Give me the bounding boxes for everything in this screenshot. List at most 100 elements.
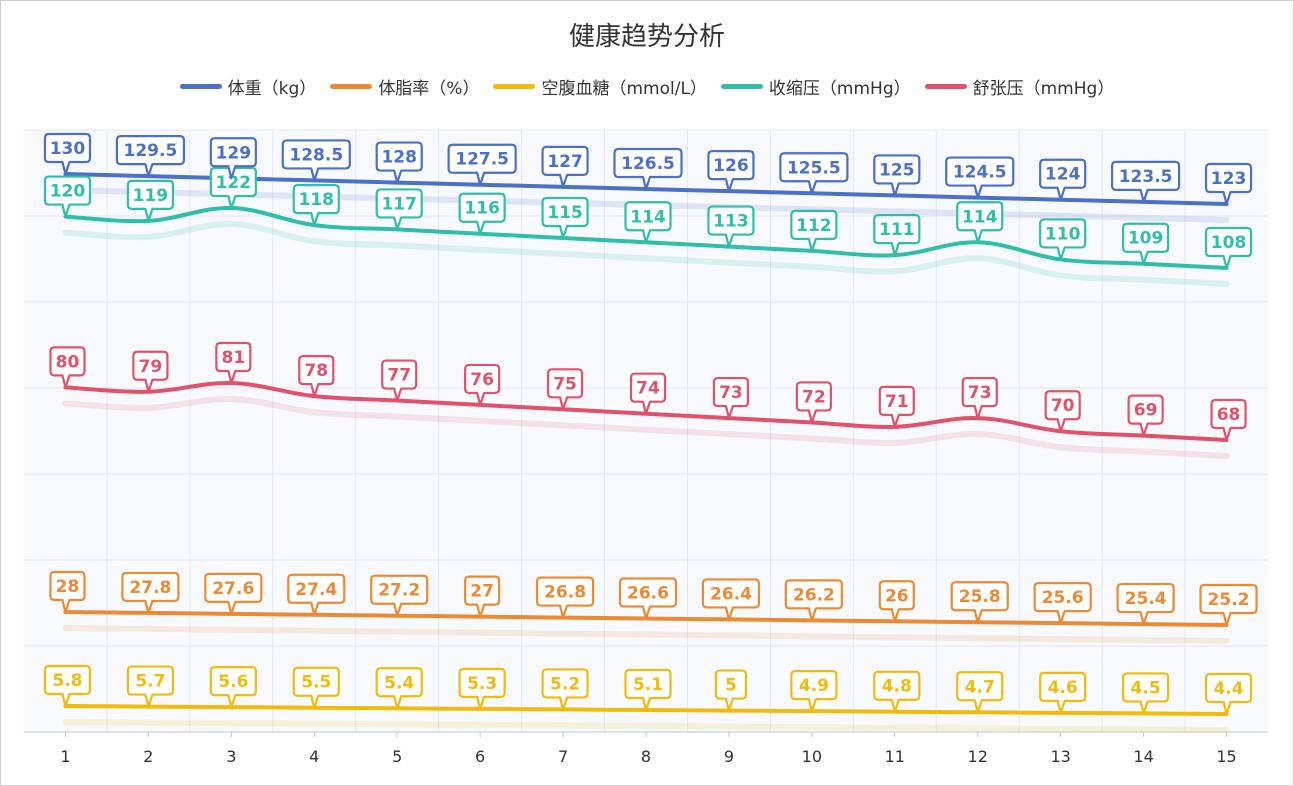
data-label[interactable]: 123 [1204, 162, 1253, 206]
data-label[interactable]: 78 [298, 355, 335, 398]
data-label[interactable]: 126 [707, 150, 755, 193]
data-label[interactable]: 71 [878, 385, 915, 428]
data-label[interactable]: 26 [878, 580, 915, 623]
x-tick-label: 7 [558, 747, 568, 766]
data-label-text: 122 [216, 173, 252, 193]
data-label-text: 79 [139, 357, 163, 377]
data-label[interactable]: 4.5 [1122, 672, 1170, 715]
data-label[interactable]: 5.4 [375, 667, 423, 710]
data-label[interactable]: 27.4 [287, 573, 346, 616]
data-label[interactable]: 26.4 [701, 578, 761, 621]
data-label[interactable]: 79 [132, 350, 169, 393]
data-label[interactable]: 125.5 [779, 152, 849, 195]
data-label[interactable]: 5.7 [126, 665, 174, 708]
data-label[interactable]: 81 [215, 341, 252, 385]
data-label[interactable]: 5.5 [292, 666, 340, 709]
data-label[interactable]: 127 [541, 145, 589, 188]
data-label[interactable]: 114 [624, 201, 672, 244]
data-label-box [209, 666, 257, 709]
data-label[interactable]: 26.8 [535, 576, 595, 619]
data-label[interactable]: 116 [458, 192, 506, 235]
legend-item-4[interactable]: 收缩压（mmHg） [720, 74, 911, 99]
data-label[interactable]: 75 [546, 368, 584, 411]
data-label-box [707, 205, 755, 248]
data-label[interactable]: 122 [209, 166, 257, 210]
data-label[interactable]: 25.6 [1033, 582, 1092, 625]
data-label[interactable]: 69 [1127, 394, 1164, 437]
data-label[interactable]: 129 [209, 137, 257, 180]
data-label-box [370, 574, 429, 617]
legend-item-3[interactable]: 空腹血糖（mmol/L） [493, 74, 707, 99]
data-label-text: 128.5 [289, 145, 343, 165]
data-label[interactable]: 110 [1039, 218, 1087, 261]
data-label[interactable]: 119 [126, 179, 174, 222]
data-label[interactable]: 123.5 [1111, 160, 1181, 203]
data-label[interactable]: 5.2 [541, 668, 589, 711]
data-label[interactable]: 128 [375, 141, 423, 184]
data-label[interactable]: 80 [49, 346, 86, 389]
data-label[interactable]: 27 [464, 575, 501, 618]
data-label[interactable]: 5.8 [43, 664, 92, 708]
data-label[interactable]: 5.6 [209, 666, 257, 709]
data-label[interactable]: 26.6 [618, 577, 678, 620]
data-label[interactable]: 25.4 [1116, 582, 1175, 626]
data-label[interactable]: 129.5 [115, 135, 185, 178]
data-label[interactable]: 109 [1122, 222, 1170, 265]
data-label[interactable]: 73 [961, 376, 998, 420]
data-label[interactable]: 108 [1204, 226, 1253, 270]
data-label-box [712, 376, 750, 420]
data-label[interactable]: 4.6 [1039, 671, 1087, 714]
data-label-text: 69 [1134, 401, 1158, 421]
data-label[interactable]: 4.4 [1204, 672, 1253, 716]
data-label-box [1033, 582, 1092, 625]
data-label[interactable]: 28 [49, 570, 86, 614]
data-label[interactable]: 124.5 [945, 156, 1015, 199]
data-label[interactable]: 27.2 [370, 574, 429, 617]
data-label[interactable]: 124 [1039, 158, 1087, 201]
data-label[interactable]: 128.5 [281, 139, 351, 182]
data-label[interactable]: 74 [629, 372, 667, 415]
data-label[interactable]: 112 [790, 209, 838, 252]
data-label[interactable]: 73 [712, 376, 750, 420]
legend-item-1[interactable]: 体重（kg） [179, 74, 316, 99]
data-label[interactable]: 77 [381, 359, 418, 402]
data-label[interactable]: 114 [956, 201, 1004, 244]
data-label-box [784, 579, 843, 622]
data-label[interactable]: 115 [541, 196, 589, 240]
data-label[interactable]: 4.9 [790, 670, 838, 713]
series-shadow [62, 625, 1230, 644]
data-label[interactable]: 25.8 [950, 581, 1009, 624]
data-label-box [464, 363, 501, 407]
data-label[interactable]: 5.3 [458, 667, 506, 710]
data-label[interactable]: 27.6 [204, 572, 263, 615]
data-label[interactable]: 113 [707, 205, 755, 248]
data-label[interactable]: 130 [43, 132, 92, 176]
data-label[interactable]: 127.5 [447, 143, 517, 186]
data-label[interactable]: 5 [714, 669, 748, 712]
data-label[interactable]: 26.2 [784, 579, 843, 622]
data-label[interactable]: 111 [873, 214, 921, 257]
data-label[interactable]: 68 [1210, 398, 1247, 442]
data-label[interactable]: 76 [464, 363, 501, 407]
data-label-box [535, 576, 595, 619]
data-label[interactable]: 70 [1044, 390, 1081, 433]
data-label-box [1122, 222, 1170, 265]
data-label[interactable]: 4.7 [956, 671, 1004, 714]
legend-item-5[interactable]: 舒张压（mmHg） [924, 74, 1114, 99]
chart-legend: 体重（kg） 体脂率（%） 空腹血糖（mmol/L） 收缩压（mmHg） 舒张压（mmH… [0, 74, 1294, 99]
data-label[interactable]: 125 [873, 154, 921, 197]
data-label[interactable]: 25.2 [1199, 583, 1258, 627]
data-label-text: 119 [133, 186, 169, 206]
data-label-text: 124 [1045, 165, 1081, 185]
legend-item-2[interactable]: 体脂率（%） [330, 74, 479, 99]
data-label[interactable]: 5.1 [624, 668, 672, 712]
data-label[interactable]: 27.8 [121, 571, 180, 615]
data-label-box [43, 132, 92, 176]
data-label[interactable]: 4.8 [873, 670, 921, 713]
data-label[interactable]: 118 [292, 184, 340, 227]
data-label[interactable]: 126.5 [613, 147, 683, 191]
data-label-text: 114 [962, 207, 998, 227]
data-label[interactable]: 117 [375, 188, 423, 231]
data-label[interactable]: 120 [43, 175, 92, 218]
data-label[interactable]: 72 [795, 381, 832, 424]
